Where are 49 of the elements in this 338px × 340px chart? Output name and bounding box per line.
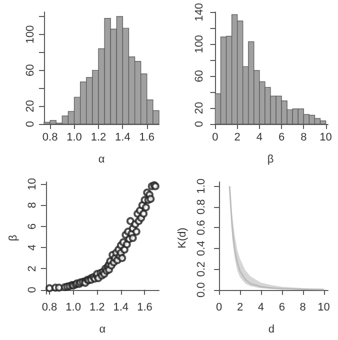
y-tick-label: 0.0 xyxy=(195,282,208,298)
x-tick-label: 6 xyxy=(278,132,285,144)
y-tick-label: 0.8 xyxy=(195,199,208,215)
y-tick-label: 20 xyxy=(24,100,36,112)
y-tick-label: 0 xyxy=(26,286,38,293)
x-tick-label: 1.4 xyxy=(115,132,130,144)
y-tick-label: 0.2 xyxy=(195,261,208,277)
x-axis-title: d xyxy=(268,324,275,336)
x-tick-label: 10 xyxy=(320,132,332,144)
x-tick-label: 1.0 xyxy=(66,132,82,144)
x-tick-label: 0.8 xyxy=(42,132,58,144)
x-tick-label: 1.0 xyxy=(66,302,81,314)
x-tick-label: 1.4 xyxy=(113,302,129,314)
x-tick-label: 1.2 xyxy=(89,302,105,314)
y-tick-label: 6 xyxy=(26,223,38,230)
x-tick-label: 0 xyxy=(216,302,222,314)
x-tick-label: 1.6 xyxy=(137,302,152,314)
x-tick-label: 1.2 xyxy=(90,132,106,144)
x-axis-title: β xyxy=(267,154,274,166)
y-axis-title: K(d) xyxy=(176,228,188,248)
y-tick-label: 10 xyxy=(26,178,38,190)
y-tick-label: 8 xyxy=(26,202,38,208)
x-tick-label: 0.8 xyxy=(42,302,58,314)
y-tick-label: 20 xyxy=(194,102,206,114)
y-tick-label: 60 xyxy=(194,70,206,82)
x-axis-title: α xyxy=(99,324,106,336)
y-tick-label: 0 xyxy=(24,120,36,128)
y-tick-label: 2 xyxy=(26,266,38,272)
x-tick-label: 6 xyxy=(278,302,285,314)
y-axis-title: β xyxy=(8,234,20,242)
y-tick-label: 60 xyxy=(24,64,36,76)
x-tick-label: 4 xyxy=(256,132,263,144)
x-tick-label: 2 xyxy=(234,132,240,144)
y-tick-label: 0.4 xyxy=(195,240,208,256)
x-tick-label: 10 xyxy=(318,302,330,314)
y-tick-label: 1.0 xyxy=(195,178,208,194)
y-tick-label: 0.6 xyxy=(195,220,208,236)
y-tick-label: 100 xyxy=(24,25,36,44)
x-tick-label: 2 xyxy=(236,302,244,314)
y-tick-label: 4 xyxy=(26,244,38,251)
x-tick-label: 4 xyxy=(258,302,264,314)
x-tick-label: 8 xyxy=(300,302,306,314)
x-tick-label: 0 xyxy=(212,132,218,144)
x-axis-title: α xyxy=(98,154,106,166)
y-tick-label: 140 xyxy=(194,2,206,22)
x-tick-label: 8 xyxy=(300,132,307,144)
y-tick-label: 0 xyxy=(194,120,206,128)
x-tick-label: 1.6 xyxy=(139,132,155,144)
y-tick-label: 100 xyxy=(194,34,206,54)
